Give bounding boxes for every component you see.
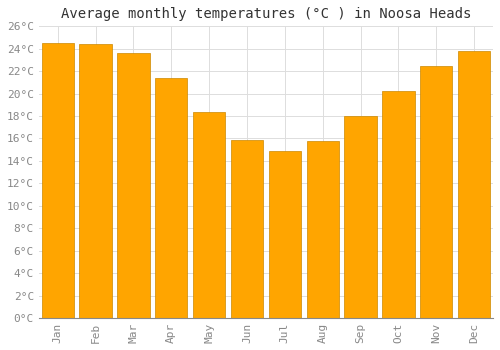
Bar bbox=[344, 116, 376, 318]
Title: Average monthly temperatures (°C ) in Noosa Heads: Average monthly temperatures (°C ) in No… bbox=[60, 7, 471, 21]
Bar bbox=[193, 112, 225, 318]
Bar bbox=[306, 141, 339, 318]
Bar bbox=[42, 43, 74, 318]
Bar bbox=[269, 151, 301, 318]
Bar bbox=[382, 91, 414, 318]
Bar bbox=[420, 65, 452, 318]
Bar bbox=[155, 78, 188, 318]
Bar bbox=[231, 140, 263, 318]
Bar bbox=[80, 44, 112, 318]
Bar bbox=[118, 53, 150, 318]
Bar bbox=[458, 51, 490, 318]
